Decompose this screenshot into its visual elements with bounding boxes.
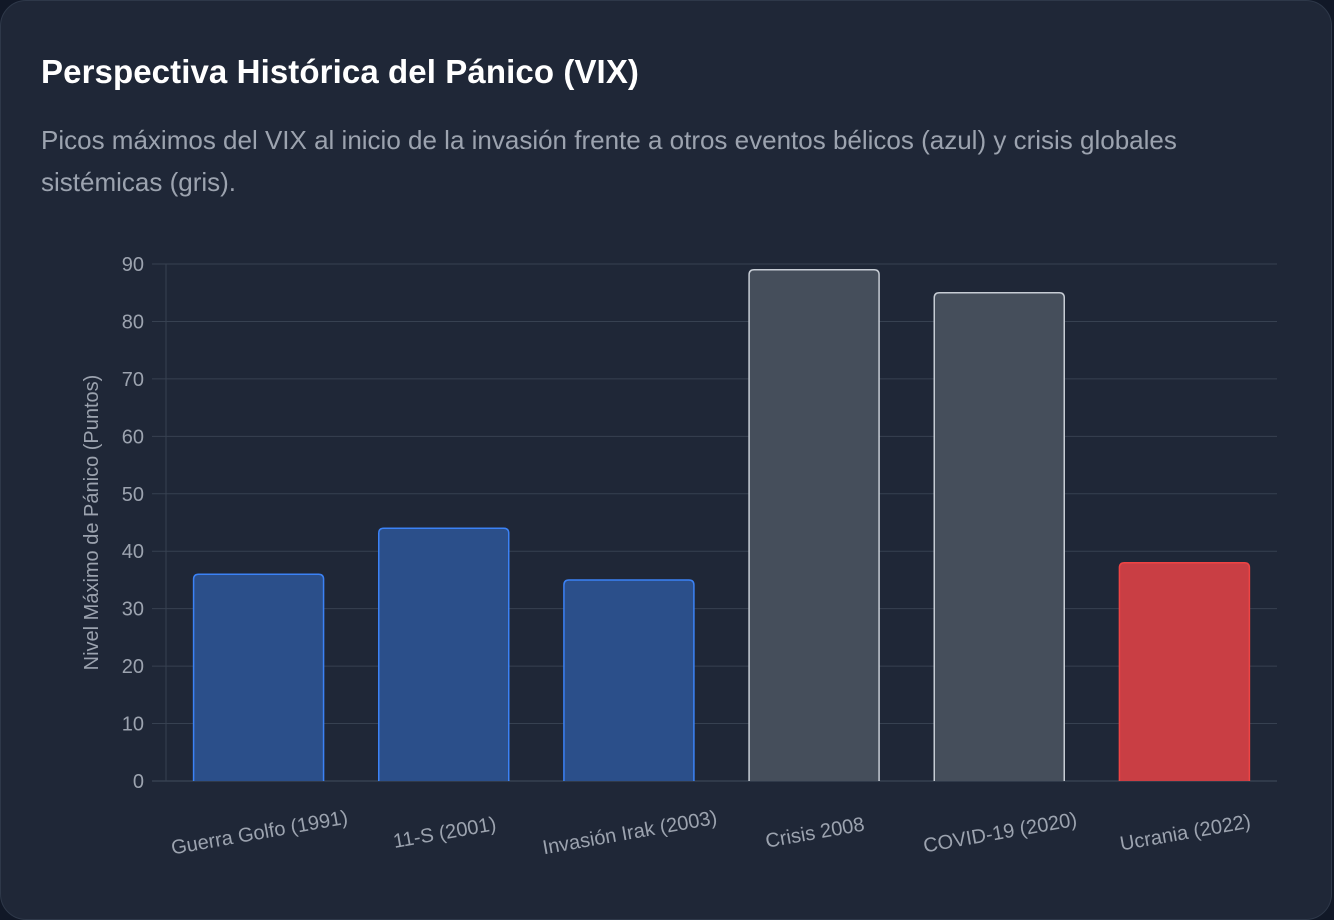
y-tick-label: 20 xyxy=(122,656,144,678)
x-tick-label: COVID-19 (2020) xyxy=(922,809,1079,858)
bar-5[interactable] xyxy=(934,292,1065,781)
y-axis-ticks: 0 10 20 30 40 50 60 70 80 90 xyxy=(122,254,144,793)
x-tick-label: Crisis 2008 xyxy=(764,814,866,853)
bar-6[interactable] xyxy=(1119,562,1250,781)
bar-4[interactable] xyxy=(749,269,880,781)
y-tick-label: 40 xyxy=(122,541,144,563)
bars xyxy=(192,268,1251,781)
bar-outline-4 xyxy=(748,268,880,781)
bar-outline-5 xyxy=(933,291,1065,781)
bar-outline-6 xyxy=(1118,561,1251,781)
bar-outline-2 xyxy=(378,527,510,781)
x-tick-label: 11-S (2001) xyxy=(392,813,498,853)
y-tick-label: 60 xyxy=(122,426,144,448)
chart-title: Perspectiva Histórica del Pánico (VIX) xyxy=(41,53,640,90)
grid-lines xyxy=(152,263,1277,782)
bar-3[interactable] xyxy=(563,579,694,781)
y-axis-title: Nivel Máximo de Pánico (Puntos) xyxy=(81,375,103,671)
x-axis-ticks: Guerra Golfo (1991) 11-S (2001) Invasión I… xyxy=(169,807,1252,860)
y-tick-label: 50 xyxy=(122,484,144,506)
bar-outline-3 xyxy=(563,579,695,781)
y-tick-label: 90 xyxy=(122,254,144,276)
x-tick-label: Guerra Golfo (1991) xyxy=(169,807,349,860)
bar-outline-1 xyxy=(192,573,325,781)
x-tick-label: Ucrania (2022) xyxy=(1118,811,1252,856)
x-tick-label: Invasión Irak (2003) xyxy=(541,807,719,859)
bar-1[interactable] xyxy=(193,574,324,781)
bar-2[interactable] xyxy=(378,528,509,781)
y-tick-label: 30 xyxy=(122,599,144,621)
y-tick-label: 0 xyxy=(133,771,144,793)
chart-subtitle: Picos máximos del VIX al inicio de la in… xyxy=(41,125,1177,197)
y-tick-label: 10 xyxy=(122,714,144,736)
vix-bar-chart: 0 10 20 30 40 50 60 70 80 90 Guerra Golfo (1991) 1… xyxy=(81,254,1277,860)
y-tick-label: 80 xyxy=(122,311,144,333)
y-tick-label: 70 xyxy=(122,369,144,391)
